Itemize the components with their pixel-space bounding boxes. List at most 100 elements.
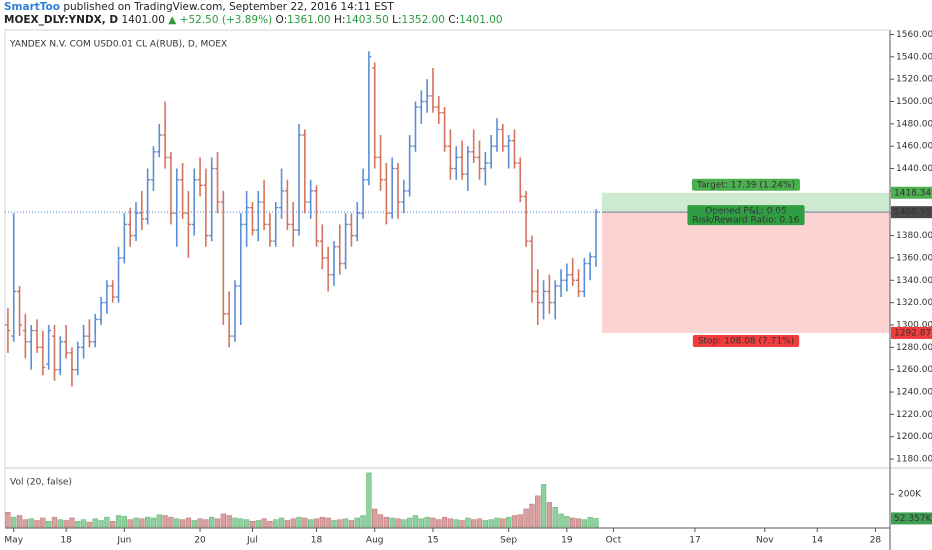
- x-tick-label: 19: [561, 536, 573, 546]
- volume-bar: [430, 517, 436, 528]
- stop-tag-box: [891, 326, 932, 339]
- volume-bar: [412, 515, 419, 528]
- volume-bar: [261, 518, 267, 528]
- volume-bar: [220, 513, 226, 528]
- pnl-label: Opened P&L: 0.05: [705, 207, 787, 217]
- volume-bar: [238, 518, 244, 528]
- y-tick-label: 1500.00: [896, 97, 932, 107]
- volume-bar: [360, 515, 366, 528]
- x-tick-label: 28: [870, 536, 882, 546]
- volume-bar: [243, 519, 250, 528]
- volume-bar: [337, 519, 343, 528]
- volume-bar: [325, 517, 331, 528]
- volume-bar: [162, 515, 168, 528]
- y-tick-label: 1540.00: [896, 52, 932, 62]
- x-tick-label: 18: [60, 536, 72, 546]
- y-tick-label: 1340.00: [896, 276, 932, 286]
- volume-bar: [203, 519, 209, 528]
- volume-tag-box: [891, 512, 932, 525]
- volume-bar: [249, 521, 256, 528]
- volume-bar: [529, 503, 535, 528]
- volume-bar: [69, 517, 75, 528]
- volume-bar: [22, 519, 29, 528]
- volume-bar: [407, 517, 413, 528]
- target-label: Target: 17.39 (1.24%): [696, 180, 795, 190]
- stop-label-box: [692, 334, 800, 347]
- chart-title: YANDEX N.V. COM USD0.01 CL A(RUB), D, MO…: [9, 40, 227, 50]
- volume-bar: [63, 520, 69, 528]
- volume-bar: [191, 520, 197, 528]
- volume-bar: [505, 516, 512, 528]
- ohlc-key: C:: [448, 14, 460, 26]
- pnl-box: [687, 205, 805, 226]
- y-tick-label: 1440.00: [896, 164, 932, 174]
- volume-bar: [447, 518, 454, 528]
- stop-tag: 1292.87: [894, 328, 931, 338]
- ohlc-key: L:: [392, 14, 402, 26]
- volume-bar: [494, 517, 500, 528]
- x-tick-label: 15: [427, 536, 438, 546]
- volume-bar: [488, 519, 494, 528]
- volume-tag: 52.357K: [894, 514, 932, 524]
- volume-bar: [517, 514, 523, 528]
- volume-bar: [57, 519, 63, 528]
- x-tick-label: Nov: [756, 536, 774, 546]
- volume-bar: [121, 516, 128, 528]
- symbol: MOEX_DLY:YNDX, D: [4, 14, 119, 26]
- volume-bar: [436, 519, 442, 528]
- volume-bar: [500, 518, 506, 528]
- volume-tick-label: 200K: [898, 490, 922, 500]
- y-tick-label: 1260.00: [896, 365, 932, 375]
- volume-bar: [185, 517, 192, 528]
- author: SmartToo: [4, 1, 60, 13]
- volume-bar: [523, 508, 529, 528]
- volume-bar: [441, 516, 448, 528]
- stop-zone: [601, 212, 890, 333]
- y-tick-label: 1300.00: [896, 320, 932, 330]
- volume-bar: [11, 516, 17, 528]
- published: published on TradingView.com, September …: [63, 1, 394, 13]
- x-tick-label: Aug: [366, 536, 384, 546]
- volume-bar: [511, 515, 518, 528]
- ohlc-value: 1361.00: [287, 14, 331, 26]
- x-tick-label: 20: [194, 536, 206, 546]
- volume-bar: [331, 520, 337, 528]
- volume-bar: [214, 518, 221, 528]
- y-tick-label: 1220.00: [896, 410, 932, 420]
- volume-bar: [115, 515, 122, 528]
- volume-bar: [75, 521, 81, 528]
- volume-bar: [453, 519, 459, 528]
- volume-bar: [313, 518, 320, 528]
- volume-bar: [98, 520, 104, 528]
- volume-bar: [150, 517, 157, 528]
- y-tick-label: 1240.00: [896, 388, 932, 398]
- volume-bar: [319, 516, 325, 528]
- x-tick-label: 17: [689, 536, 700, 546]
- volume-bar: [284, 520, 291, 528]
- volume-bar: [564, 516, 570, 528]
- volume-bar: [348, 520, 355, 528]
- x-tick-label: Jul: [246, 536, 258, 546]
- volume-bar: [546, 502, 553, 528]
- volume-bar: [86, 521, 93, 528]
- ohlc-value: 1352.00: [401, 14, 445, 26]
- y-tick-label: 1520.00: [896, 75, 932, 85]
- x-tick-label: May: [4, 536, 23, 546]
- ohlc-value: 1401.00: [459, 14, 503, 26]
- x-tick-label: 18: [311, 536, 323, 546]
- target-label-box: [691, 178, 800, 191]
- y-tick-label: 1200.00: [896, 432, 932, 442]
- volume-bar: [209, 516, 215, 528]
- y-tick-label: 1180.00: [896, 455, 932, 465]
- volume-bar: [535, 495, 541, 528]
- volume-bar: [389, 517, 395, 528]
- change: ▲ +52.50 (+3.89%): [168, 14, 273, 26]
- volume-bar: [40, 517, 46, 528]
- volume-bar: [174, 518, 180, 528]
- y-tick-label: 1360.00: [896, 253, 932, 263]
- volume-bar: [581, 519, 587, 528]
- volume-bar: [342, 518, 349, 528]
- entry-tag-box: [891, 206, 932, 219]
- volume-bar: [34, 520, 40, 528]
